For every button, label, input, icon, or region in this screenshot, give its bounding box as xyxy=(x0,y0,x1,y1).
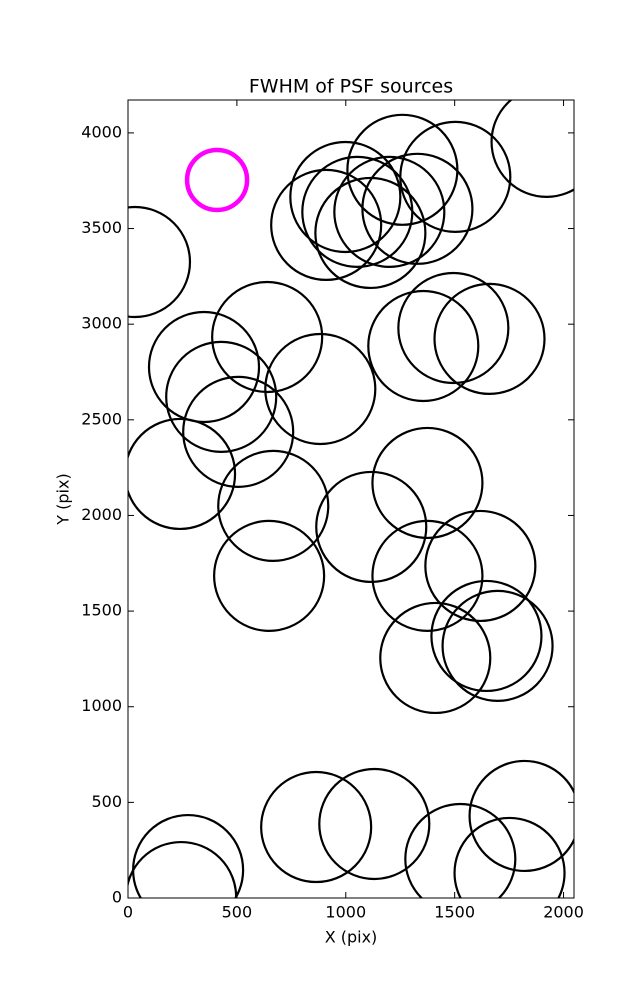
chart-title: FWHM of PSF sources xyxy=(249,76,453,98)
y-tick-label: 3000 xyxy=(81,314,122,333)
y-tick-label: 1500 xyxy=(81,601,122,620)
source-circle xyxy=(433,282,546,396)
y-tick-label: 0 xyxy=(112,888,122,907)
source-circle xyxy=(184,147,250,213)
source-circle xyxy=(182,375,295,488)
source-circle xyxy=(404,802,517,898)
source-circle xyxy=(260,770,373,884)
y-tick-label: 2000 xyxy=(81,505,122,524)
source-circle xyxy=(424,509,537,623)
source-circle xyxy=(264,332,377,446)
source-circle xyxy=(379,601,492,715)
source-circle xyxy=(371,426,484,540)
y-tick-label: 1000 xyxy=(81,696,122,715)
source-circle xyxy=(490,100,574,198)
source-circle xyxy=(213,519,326,632)
source-circle xyxy=(314,176,427,290)
source-circle xyxy=(399,120,512,233)
x-tick-label: 2000 xyxy=(543,903,584,922)
source-circle xyxy=(367,289,480,403)
source-circle xyxy=(217,449,330,562)
y-tick-label: 3500 xyxy=(81,218,122,237)
plot-area xyxy=(128,100,574,898)
y-tick-label: 500 xyxy=(91,792,122,811)
source-circle xyxy=(289,140,402,254)
source-circle xyxy=(441,589,554,702)
source-circle xyxy=(333,155,446,268)
source-circle xyxy=(315,470,428,584)
source-circle xyxy=(128,205,192,319)
source-circle xyxy=(468,759,574,873)
source-circle xyxy=(453,816,566,898)
source-circle xyxy=(128,417,237,531)
x-tick-label: 0 xyxy=(123,903,133,922)
y-tick-label: 4000 xyxy=(81,122,122,141)
source-circle xyxy=(318,767,431,881)
source-circle xyxy=(165,340,278,453)
source-circle xyxy=(270,168,383,282)
source-circle xyxy=(128,840,238,898)
source-circle xyxy=(211,280,324,394)
x-tick-label: 1500 xyxy=(434,903,475,922)
x-tick-label: 500 xyxy=(222,903,253,922)
source-circle xyxy=(361,152,474,265)
y-axis-label: Y (pix) xyxy=(54,473,73,525)
source-circle xyxy=(147,310,261,424)
source-circle xyxy=(430,579,543,693)
source-circle xyxy=(397,271,510,385)
plot-frame xyxy=(127,99,575,899)
x-axis-label: X (pix) xyxy=(325,928,378,947)
x-tick-label: 1000 xyxy=(325,903,366,922)
source-circle xyxy=(371,519,484,632)
source-circle xyxy=(346,113,459,226)
y-tick-label: 2500 xyxy=(81,409,122,428)
